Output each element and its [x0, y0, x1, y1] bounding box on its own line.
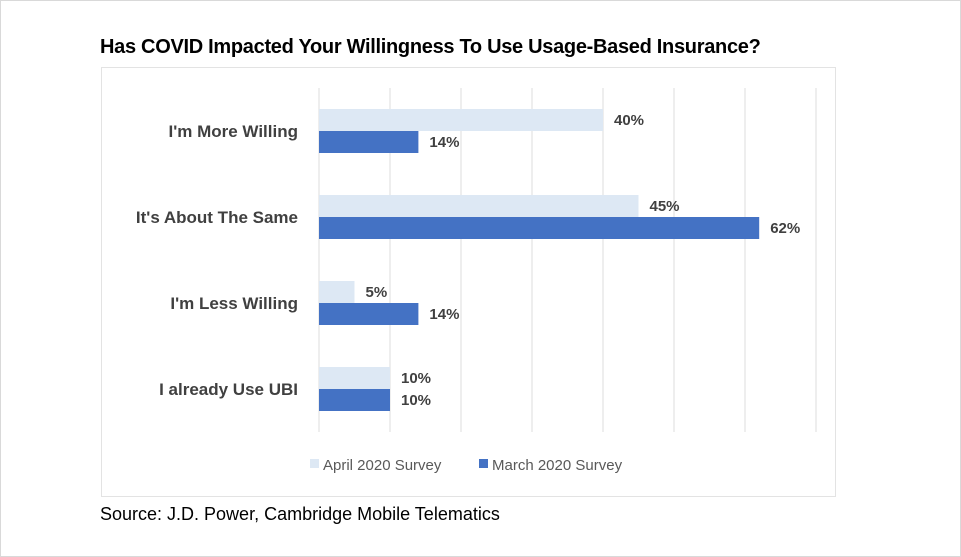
data-label: 10%: [401, 392, 431, 409]
category-label: I'm Less Willing: [170, 294, 298, 313]
bar: [319, 217, 760, 239]
data-label: 45%: [650, 198, 680, 215]
bar: [319, 109, 603, 131]
bars: [319, 109, 760, 411]
data-label: 10%: [401, 370, 431, 387]
category-label: I already Use UBI: [159, 380, 298, 399]
legend-swatch: [310, 459, 319, 468]
legend-swatch: [479, 459, 488, 468]
labels: I'm More Willing 40% 14% It's About The Sam…: [136, 112, 800, 409]
data-label: 62%: [770, 220, 800, 237]
chart-area: [101, 67, 836, 497]
data-label: 5%: [366, 284, 388, 301]
category-label: It's About The Same: [136, 208, 298, 227]
bar: [319, 367, 390, 389]
bar: [319, 131, 419, 153]
bar: [319, 389, 390, 411]
category-label: I'm More Willing: [168, 122, 298, 141]
legend-label: March 2020 Survey: [492, 457, 623, 474]
legend-label: April 2020 Survey: [323, 457, 442, 474]
chart-title: Has COVID Impacted Your Willingness To U…: [100, 36, 761, 58]
data-label: 14%: [429, 134, 459, 151]
data-label: 40%: [614, 112, 644, 129]
data-label: 14%: [429, 306, 459, 323]
bar: [319, 195, 639, 217]
bar: [319, 303, 419, 325]
source-note: Source: J.D. Power, Cambridge Mobile Tel…: [100, 504, 500, 524]
legend: April 2020 Survey March 2020 Survey: [310, 457, 623, 474]
bar: [319, 281, 355, 303]
